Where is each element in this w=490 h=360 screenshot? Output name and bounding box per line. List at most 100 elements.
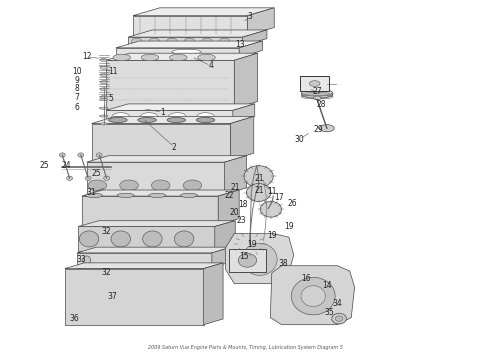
Polygon shape: [218, 190, 239, 225]
Ellipse shape: [174, 231, 194, 247]
Text: 36: 36: [70, 314, 79, 323]
Ellipse shape: [131, 38, 142, 45]
Ellipse shape: [100, 81, 107, 84]
Ellipse shape: [109, 117, 127, 122]
Text: 26: 26: [288, 199, 297, 208]
Text: 11: 11: [109, 67, 118, 76]
Ellipse shape: [335, 316, 343, 321]
Polygon shape: [65, 263, 223, 269]
Text: 19: 19: [284, 222, 294, 231]
Ellipse shape: [149, 38, 160, 45]
Ellipse shape: [99, 123, 108, 125]
Text: 15: 15: [239, 252, 249, 261]
Text: 19: 19: [267, 231, 277, 240]
Text: 25: 25: [92, 169, 101, 178]
Ellipse shape: [99, 107, 108, 109]
Ellipse shape: [100, 88, 107, 91]
Ellipse shape: [196, 117, 215, 122]
Ellipse shape: [167, 38, 177, 45]
Polygon shape: [116, 48, 239, 57]
Text: 4: 4: [208, 61, 213, 70]
Polygon shape: [77, 247, 231, 253]
Ellipse shape: [97, 153, 102, 157]
Text: 17: 17: [274, 193, 284, 202]
Text: 34: 34: [333, 299, 343, 308]
Text: 16: 16: [301, 274, 311, 283]
Polygon shape: [270, 266, 355, 325]
Text: 2: 2: [172, 143, 177, 152]
Text: 38: 38: [278, 260, 288, 269]
Text: 6: 6: [74, 103, 79, 112]
Text: 12: 12: [82, 52, 92, 61]
Text: 37: 37: [108, 292, 117, 301]
Text: 19: 19: [247, 240, 257, 249]
Ellipse shape: [141, 54, 159, 61]
Ellipse shape: [99, 99, 108, 101]
Ellipse shape: [291, 277, 335, 315]
Polygon shape: [234, 53, 258, 109]
Ellipse shape: [85, 193, 102, 198]
Ellipse shape: [78, 153, 84, 157]
Text: 9: 9: [74, 76, 79, 85]
Text: 11: 11: [267, 187, 276, 196]
Ellipse shape: [99, 115, 108, 117]
Ellipse shape: [202, 38, 212, 45]
Polygon shape: [106, 111, 233, 123]
Ellipse shape: [169, 113, 186, 121]
Polygon shape: [203, 263, 223, 325]
Text: 29: 29: [313, 126, 323, 135]
Ellipse shape: [332, 313, 346, 324]
Polygon shape: [233, 104, 255, 123]
Text: 28: 28: [316, 100, 326, 109]
Circle shape: [246, 184, 271, 202]
Ellipse shape: [301, 89, 333, 99]
Text: 7: 7: [74, 93, 79, 102]
Text: 21: 21: [255, 186, 265, 195]
Polygon shape: [65, 269, 203, 325]
Polygon shape: [92, 116, 254, 123]
Ellipse shape: [85, 176, 91, 180]
Polygon shape: [77, 253, 212, 267]
Text: 35: 35: [324, 309, 334, 318]
Ellipse shape: [197, 113, 214, 121]
Ellipse shape: [117, 193, 134, 198]
Ellipse shape: [198, 54, 215, 61]
Ellipse shape: [59, 153, 65, 157]
Polygon shape: [82, 196, 218, 225]
Text: 27: 27: [312, 87, 322, 96]
Ellipse shape: [309, 81, 320, 86]
Polygon shape: [215, 221, 235, 251]
Ellipse shape: [138, 117, 156, 122]
Ellipse shape: [88, 180, 107, 191]
Text: 10: 10: [72, 67, 82, 76]
FancyBboxPatch shape: [300, 76, 329, 91]
Ellipse shape: [180, 193, 197, 198]
Ellipse shape: [301, 286, 325, 306]
Polygon shape: [78, 226, 215, 251]
Ellipse shape: [183, 180, 202, 191]
Ellipse shape: [83, 256, 91, 265]
Text: 25: 25: [40, 161, 49, 170]
FancyBboxPatch shape: [229, 249, 266, 272]
Ellipse shape: [170, 54, 187, 61]
Polygon shape: [82, 190, 239, 196]
Text: 3: 3: [247, 12, 252, 21]
Polygon shape: [133, 16, 247, 35]
Polygon shape: [230, 116, 254, 160]
Ellipse shape: [100, 73, 107, 76]
Ellipse shape: [143, 231, 162, 247]
Ellipse shape: [120, 180, 138, 191]
Text: 5: 5: [109, 94, 114, 103]
Ellipse shape: [104, 176, 110, 180]
Text: 21: 21: [255, 175, 265, 184]
Text: 2009 Saturn Vue Engine Parts & Mounts, Timing, Lubrication System Diagram 5: 2009 Saturn Vue Engine Parts & Mounts, T…: [147, 345, 343, 350]
Polygon shape: [247, 8, 274, 35]
Ellipse shape: [172, 49, 201, 54]
Polygon shape: [106, 53, 258, 60]
Text: 13: 13: [235, 40, 245, 49]
Ellipse shape: [219, 38, 230, 45]
Polygon shape: [87, 162, 224, 194]
Polygon shape: [133, 8, 274, 16]
Polygon shape: [128, 37, 243, 46]
Ellipse shape: [100, 96, 107, 99]
